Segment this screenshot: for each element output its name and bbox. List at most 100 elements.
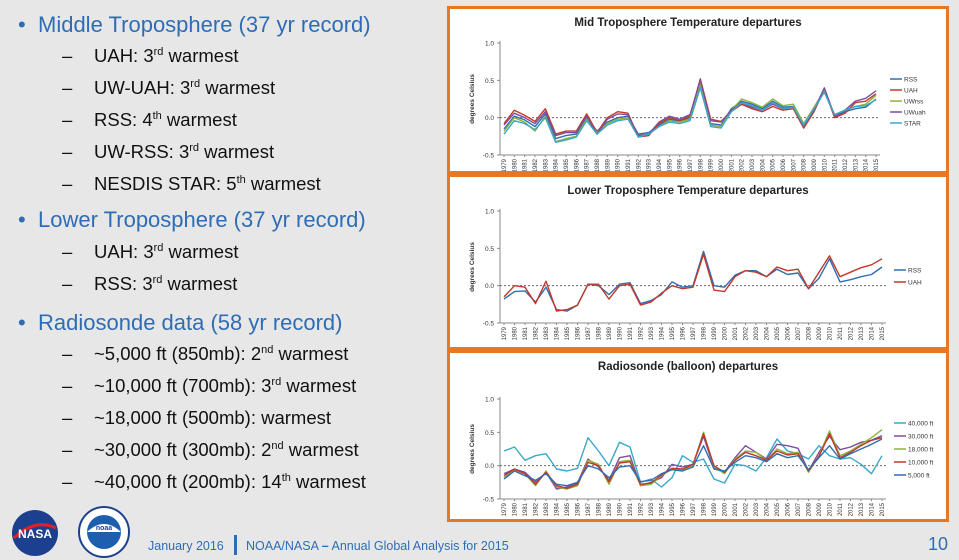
x-tick-label: 1982 (534, 502, 540, 516)
bullet-dash-icon: – (62, 241, 73, 262)
x-tick-label: 2011 (838, 502, 844, 516)
x-tick-label: 1997 (691, 326, 697, 340)
chart-panel-lower-troposphere: Lower Troposphere Temperature departures… (447, 174, 949, 350)
x-tick-label: 1995 (670, 326, 676, 340)
x-tick-label: 2002 (744, 326, 750, 340)
y-tick-label: -0.5 (483, 153, 495, 160)
y-tick-label: 0.0 (485, 463, 494, 470)
x-tick-label: 1983 (544, 502, 550, 516)
x-tick-label: 1992 (636, 158, 642, 171)
x-tick-label: 1998 (698, 158, 704, 171)
bullet-item-suffix: warmest (200, 77, 276, 98)
bullet-item-suffix: warmest (163, 241, 239, 262)
bullet-dash-icon: – (62, 273, 73, 294)
footer-date: January 2016 (148, 539, 224, 553)
x-tick-label: 1987 (586, 326, 592, 340)
bullet-item-text: ~30,000 ft (300mb): 2 (94, 439, 272, 460)
bullet-item: – ~5,000 ft (850mb): 2nd warmest (62, 343, 348, 365)
x-tick-label: 1999 (709, 158, 715, 171)
x-tick-label: 2013 (853, 158, 859, 171)
bullet-ordinal-suffix: th (236, 173, 246, 186)
x-tick-label: 2006 (786, 326, 792, 340)
legend-label: 10,000 ft (908, 460, 933, 467)
x-tick-label: 1986 (576, 502, 582, 516)
x-tick-label: 1989 (605, 158, 611, 171)
series-line (503, 78, 877, 138)
x-tick-label: 1990 (618, 502, 624, 516)
x-tick-label: 2005 (771, 158, 777, 171)
x-tick-label: 1980 (513, 326, 519, 340)
series-line (503, 87, 877, 144)
x-tick-label: 1980 (512, 158, 518, 171)
x-tick-label: 1979 (502, 502, 508, 516)
x-tick-label: 2004 (760, 158, 766, 171)
x-tick-label: 2004 (765, 502, 771, 516)
legend-label: 18,000 ft (908, 447, 933, 454)
legend-label: UAH (904, 88, 918, 95)
x-tick-label: 1996 (681, 502, 687, 516)
chart-title: Radiosonde (balloon) departures (598, 361, 778, 373)
bullet-item-text: UW-RSS: 3 (94, 141, 190, 162)
x-tick-label: 2005 (775, 502, 781, 516)
bullet-ordinal-suffix: th (152, 109, 162, 122)
legend-label: RSS (904, 77, 918, 84)
x-tick-label: 2000 (723, 326, 729, 340)
x-tick-label: 1985 (565, 326, 571, 340)
chart-title: Lower Troposphere Temperature departures (567, 185, 808, 197)
x-tick-label: 1992 (639, 326, 645, 340)
x-tick-label: 1997 (691, 502, 697, 516)
bullet-dash-icon: – (62, 343, 73, 364)
x-tick-label: 2015 (874, 158, 880, 171)
x-tick-label: 1987 (586, 502, 592, 516)
x-tick-label: 1986 (574, 158, 580, 171)
x-tick-label: 2007 (796, 326, 802, 340)
x-tick-label: 1985 (565, 502, 571, 516)
y-tick-label: 0.0 (485, 115, 494, 122)
bullet-item-suffix: warmest (290, 471, 366, 492)
x-tick-label: 2003 (750, 158, 756, 171)
bullet-dash-icon: – (62, 109, 73, 130)
chart-panel-radiosonde: Radiosonde (balloon) departures 1.0 0.5 0.0… (447, 350, 949, 522)
bullet-item: – ~30,000 ft (300mb): 2nd warmest (62, 439, 359, 461)
y-tick-label: 1.0 (485, 397, 494, 404)
nasa-logo-text: NASA (18, 527, 52, 541)
bullet-dot-icon: • (18, 310, 26, 335)
legend-label: UWuah (904, 110, 926, 117)
series-line (503, 432, 883, 490)
bullet-dot-icon: • (18, 207, 26, 232)
bullet-dash-icon: – (62, 407, 73, 428)
x-tick-label: 2011 (833, 158, 839, 171)
x-tick-label: 1994 (660, 502, 666, 516)
chart-mid-troposphere: Mid Troposphere Temperature departures 1.… (469, 17, 926, 171)
bullet-heading: • Lower Troposphere (37 yr record) (18, 207, 366, 233)
footer-analysis-title: Annual Global Analysis for 2015 (331, 539, 509, 553)
x-tick-label: 1989 (607, 326, 613, 340)
x-tick-label: 1979 (502, 158, 508, 171)
x-tick-label: 1998 (702, 502, 708, 516)
bullet-item-suffix: warmest (199, 141, 275, 162)
x-tick-label: 2003 (754, 502, 760, 516)
bullet-item-text: UAH: 3 (94, 45, 154, 66)
legend-label: 30,000 ft (908, 434, 933, 441)
x-tick-label: 1983 (543, 158, 549, 171)
bullet-item-text: UAH: 3 (94, 241, 154, 262)
x-tick-label: 2006 (781, 158, 787, 171)
bullet-item-text: ~40,000 ft (200mb): 14 (94, 471, 282, 492)
x-tick-label: 1993 (649, 326, 655, 340)
noaa-logo-text: noaa (96, 525, 112, 532)
x-tick-label: 2013 (859, 502, 865, 516)
y-axis-label: degrees Celsius (469, 424, 476, 474)
bullet-item: – UW-RSS: 3rd warmest (62, 141, 274, 163)
x-tick-label: 2001 (729, 158, 735, 171)
x-tick-label: 1995 (670, 502, 676, 516)
x-tick-label: 1988 (597, 326, 603, 340)
bullet-item-suffix: warmest (281, 375, 357, 396)
x-tick-label: 2009 (817, 502, 823, 516)
bullet-heading: • Middle Troposphere (37 yr record) (18, 12, 371, 38)
bullet-item: – NESDIS STAR: 5th warmest (62, 173, 321, 195)
bullet-dash-icon: – (62, 471, 73, 492)
y-tick-label: 0.5 (485, 430, 494, 437)
x-tick-label: 2010 (822, 158, 828, 171)
x-tick-label: 1981 (523, 158, 529, 171)
chart-radiosonde: Radiosonde (balloon) departures 1.0 0.5 0.0… (469, 361, 933, 516)
